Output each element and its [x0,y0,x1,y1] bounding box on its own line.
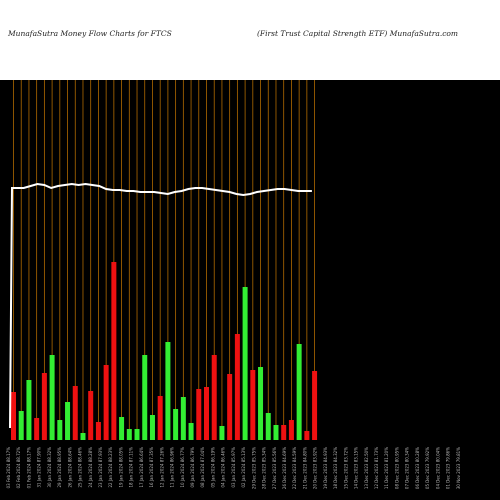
x-tick-label: 23 Jan 2024 87.93% [98,447,103,488]
bar [204,387,209,440]
x-tick-label: 09 Jan 2024 86.79% [190,447,195,488]
x-tick-label: 10 Jan 2024 86.77% [180,447,185,488]
bar [265,413,271,440]
bar [188,423,194,440]
x-tick-label: 04 Jan 2024 86.46% [221,447,226,488]
bar [250,370,256,440]
x-tick-label: 16 Jan 2024 87.35% [149,447,154,488]
x-tick-label: 11 Jan 2024 86.96% [170,447,175,488]
chart-site-title: (First Trust Capital Strength ETF) Munaf… [257,29,459,38]
bar-series [11,262,318,440]
bar [41,373,47,440]
bar [65,402,71,440]
x-tick-label: 11 Dec 2023 81.20% [384,447,389,489]
x-tick-label: 22 Jan 2024 88.23% [108,447,113,488]
bar [57,420,63,440]
x-tick-label: 15 Dec 2023 83.72% [343,447,348,489]
bar [173,409,179,440]
x-tick-label: 19 Dec 2023 84.93% [323,447,328,489]
x-tick-label: 14 Dec 2023 83.15% [354,447,359,489]
bar [281,425,287,440]
bar [88,391,94,440]
bar [242,287,248,440]
money-flow-chart: 03 Feb 2024 88.17% 02 Feb 2024 88.72% 01 F… [6,80,461,489]
bar [142,355,148,440]
x-tick-label: 26 Dec 2023 84.69% [282,447,287,489]
x-tick-label: 08 Dec 2023 80.95% [394,447,399,489]
x-tick-label: 05 Jan 2024 86.19% [210,447,215,488]
bar [165,342,171,440]
x-tick-label: 29 Dec 2023 85.75% [251,447,256,489]
x-tick-label: 29 Jan 2024 88.95% [57,447,62,488]
bar [219,426,225,440]
chart-title: MunafaSutra Money Flow Charts for FTCS [8,29,172,38]
bar [119,417,125,440]
header-bar: MunafaSutra Money Flow Charts for FTCS (… [0,0,500,80]
bar [11,392,16,440]
x-tick-label: 03 Jan 2024 85.97% [231,447,236,488]
x-tick-label: 20 Dec 2023 83.92% [313,447,318,489]
x-tick-label: 21 Dec 2023 84.80% [302,447,307,489]
x-tick-label: 22 Dec 2023 84.59% [292,447,297,489]
bar [95,422,101,440]
x-tick-label: 02 Feb 2024 88.72% [16,447,21,489]
bar [18,411,24,440]
x-tick-label: 12 Dec 2023 81.73% [374,447,379,489]
bar [273,425,279,440]
x-tick-label: 05 Dec 2023 79.92% [425,447,430,489]
x-tick-label: 13 Dec 2023 82.50% [364,447,369,489]
bar [211,355,217,440]
bar [103,365,109,440]
bar [80,433,86,440]
x-tick-label: 25 Jan 2024 88.46% [78,447,83,488]
bar [258,367,264,440]
bar [111,262,117,440]
bar [312,371,318,440]
x-tick-label: 06 Dec 2023 80.28% [415,447,420,489]
x-tick-label: 07 Dec 2023 80.34% [405,447,410,489]
bar [180,397,186,440]
x-tick-label: 30 Nov 2023 79.81% [456,447,461,489]
x-tick-labels: 03 Feb 2024 88.17% 02 Feb 2024 88.72% 01 F… [6,447,461,489]
bar [288,420,294,440]
bar [126,429,132,440]
x-tick-label: 03 Feb 2024 88.17% [6,447,11,489]
x-tick-label: 18 Jan 2024 87.11% [129,447,134,488]
bar [196,389,202,440]
bar [49,355,55,440]
x-tick-label: 01 Dec 2023 79.86% [446,447,451,489]
grid-lines [13,80,315,440]
x-tick-label: 24 Jan 2024 88.28% [88,447,93,488]
x-tick-label: 08 Jan 2024 87.04% [200,447,205,488]
bar [227,374,233,440]
bar [34,418,40,440]
x-tick-label: 30 Jan 2024 88.32% [47,447,52,488]
bar [26,380,32,440]
x-tick-label: 04 Dec 2023 80.04% [435,447,440,489]
bar [149,415,155,440]
x-tick-label: 17 Jan 2024 86.64% [139,447,144,488]
bar [304,431,310,440]
x-tick-label: 26 Jan 2024 88.64% [67,447,72,488]
bar [157,396,163,440]
bar [234,334,240,440]
x-tick-label: 12 Jan 2024 87.26% [159,447,164,488]
x-tick-label: 01 Feb 2024 88.17% [26,447,31,489]
x-tick-label: 19 Jan 2024 88.05% [118,447,123,488]
x-tick-label: 28 Dec 2023 85.34% [262,447,267,489]
x-tick-label: 18 Dec 2023 84.32% [333,447,338,489]
price-line [9,182,312,429]
x-tick-label: 27 Dec 2023 85.56% [272,447,277,489]
bar [296,344,302,440]
bar [72,386,78,440]
x-tick-label: 02 Jan 2024 85.13% [241,447,246,488]
bar [134,429,140,440]
x-tick-label: 31 Jan 2024 87.90% [37,447,42,488]
